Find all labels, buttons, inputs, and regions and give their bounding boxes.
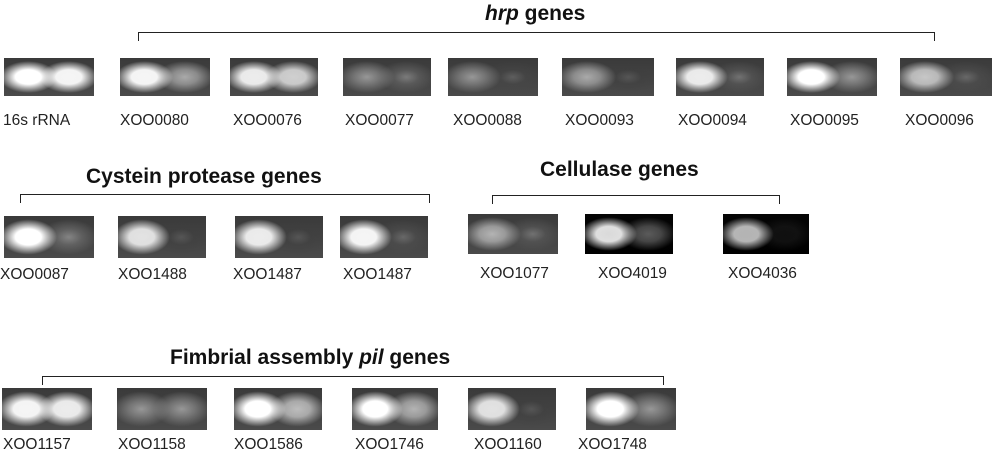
gel-panel <box>4 216 94 258</box>
fimbrial-genes-title: Fimbrial assembly pil genes <box>170 346 451 369</box>
gel-panel <box>343 58 431 96</box>
gel-panel <box>468 388 556 430</box>
gene-label: XOO0077 <box>345 112 414 129</box>
gene-label: XOO1157 <box>3 436 71 453</box>
gel-panel <box>562 58 654 96</box>
gel-panel <box>900 58 992 96</box>
gene-label: XOO1488 <box>118 266 187 283</box>
gene-label: XOO1748 <box>578 436 647 453</box>
hrp-bracket <box>138 32 935 41</box>
gene-label: XOO1746 <box>355 436 424 453</box>
gene-label: XOO0076 <box>233 112 302 129</box>
gel-panel <box>723 214 809 254</box>
fimbrial-bracket <box>42 376 664 385</box>
gel-panel <box>230 58 318 96</box>
gene-label: XOO0093 <box>565 112 634 129</box>
gel-panel <box>117 388 207 430</box>
gel-panel <box>118 216 206 258</box>
gene-label: XOO4019 <box>598 265 667 282</box>
gene-label: XOO0087 <box>0 266 69 283</box>
gel-panel <box>586 388 676 430</box>
gene-label: XOO1586 <box>234 436 303 453</box>
gene-label: XOO1077 <box>480 265 549 282</box>
gene-label: XOO1487 <box>343 266 412 283</box>
gene-label: XOO4036 <box>728 265 797 282</box>
gene-label: XOO1158 <box>118 436 186 453</box>
gel-panel <box>234 388 322 430</box>
gene-label: XOO0088 <box>453 112 522 129</box>
gene-label: XOO1160 <box>474 436 542 453</box>
gel-panel <box>2 388 92 430</box>
gene-label: XOO0094 <box>678 112 747 129</box>
gel-panel <box>468 214 558 254</box>
gel-panel <box>4 58 94 96</box>
gel-panel <box>585 214 673 254</box>
gel-panel <box>787 58 877 96</box>
gene-label: XOO0096 <box>905 112 974 129</box>
gel-panel <box>448 58 538 96</box>
gene-label: XOO0080 <box>120 112 189 129</box>
hrp-genes-title: hrp genes <box>485 2 586 25</box>
cystein-bracket <box>20 194 430 203</box>
cystein-genes-title: Cystein protease genes <box>86 165 322 188</box>
gel-panel <box>340 216 428 258</box>
cellulase-bracket <box>492 195 780 204</box>
cellulase-genes-title: Cellulase genes <box>540 158 699 181</box>
gel-panel <box>676 58 764 96</box>
gene-label: XOO0095 <box>790 112 859 129</box>
gel-panel <box>235 216 323 258</box>
gel-panel <box>352 388 438 430</box>
gene-label: XOO1487 <box>233 266 302 283</box>
gene-label: 16s rRNA <box>3 112 71 129</box>
gel-panel <box>120 58 210 96</box>
